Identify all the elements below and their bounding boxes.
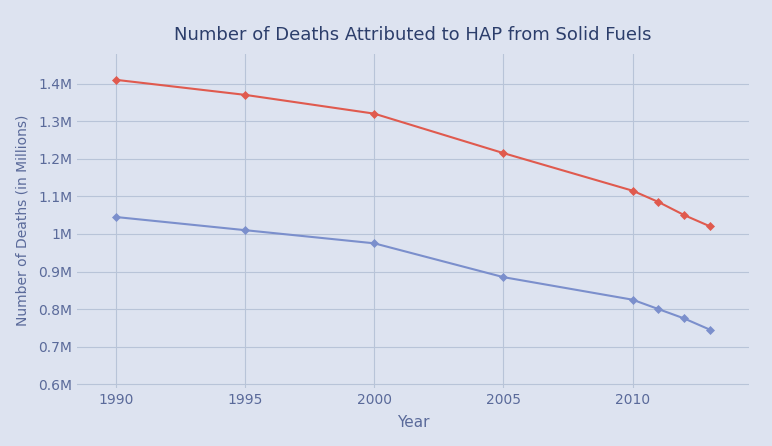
X-axis label: Year: Year <box>397 415 429 430</box>
Title: Number of Deaths Attributed to HAP from Solid Fuels: Number of Deaths Attributed to HAP from … <box>174 25 652 44</box>
Y-axis label: Number of Deaths (in Millions): Number of Deaths (in Millions) <box>16 115 30 326</box>
